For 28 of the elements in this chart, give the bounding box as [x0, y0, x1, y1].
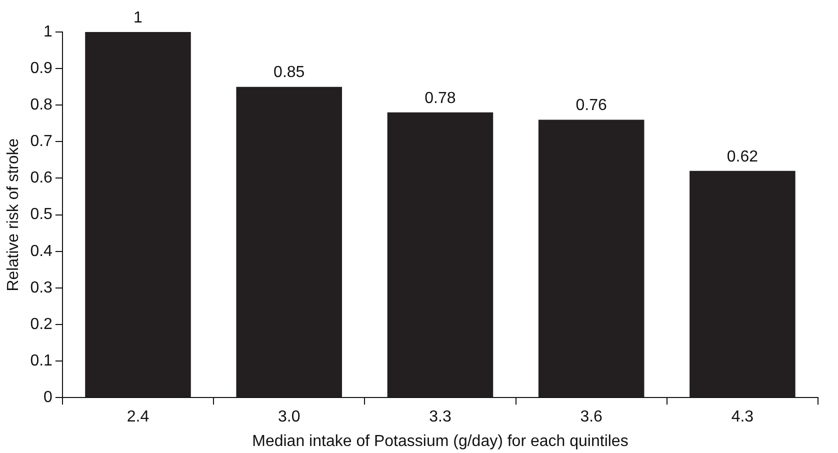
bar — [387, 112, 494, 398]
y-tick-label: 0 — [44, 389, 53, 406]
bar — [690, 170, 796, 398]
bar — [538, 120, 644, 398]
x-tick-label: 3.6 — [580, 408, 603, 426]
y-axis-title: Relative risk of stroke — [5, 138, 22, 292]
data-label: 0.85 — [274, 64, 305, 82]
x-tick-label: 2.4 — [126, 408, 150, 426]
data-label: 0.78 — [424, 90, 456, 107]
y-tick-label: 0.5 — [30, 206, 53, 224]
y-tick-label: 0.7 — [30, 133, 53, 150]
y-tick-label: 0.1 — [30, 352, 53, 370]
y-tick-label: 0.2 — [30, 316, 53, 333]
y-tick-label: 1 — [44, 23, 53, 40]
bar — [236, 86, 342, 398]
y-tick-label: 0.8 — [30, 96, 53, 114]
y-tick-label: 0.4 — [30, 242, 53, 260]
x-tick-label: 3.0 — [278, 408, 300, 426]
y-tick-label: 0.6 — [30, 170, 53, 187]
y-tick-label: 0.3 — [30, 279, 53, 296]
x-axis-title: Median intake of Potassium (g/day) for each quintiles — [252, 432, 628, 450]
data-label: 1 — [134, 9, 143, 26]
y-tick-label: 0.9 — [30, 60, 53, 77]
data-label: 0.76 — [576, 97, 608, 114]
bar — [85, 32, 191, 398]
x-tick-label: 4.3 — [731, 408, 754, 426]
x-tick-label: 3.3 — [429, 408, 452, 426]
data-label: 0.62 — [726, 148, 758, 166]
